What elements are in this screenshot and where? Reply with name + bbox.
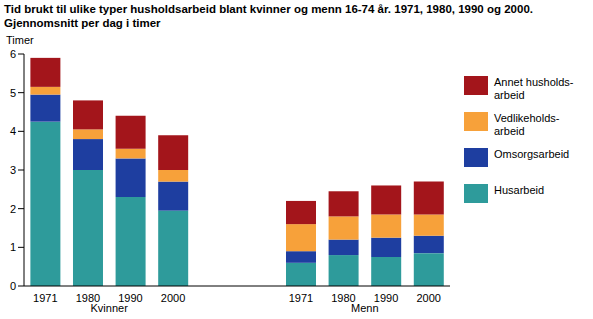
svg-text:1971: 1971: [33, 292, 57, 304]
svg-text:3: 3: [10, 164, 16, 176]
html-text:Timer: Timer: [6, 34, 34, 46]
svg-text:1980: 1980: [75, 291, 101, 304]
svg-text:1990: 1990: [373, 291, 399, 304]
html-text:Menn: Menn: [351, 302, 379, 314]
svg-text:2: 2: [10, 203, 16, 215]
html-text:Kvinner: Kvinner: [90, 302, 128, 314]
svg-text:4: 4: [10, 125, 16, 137]
svg-text:2000: 2000: [416, 292, 440, 304]
html-text:Annet husholds-arbeid: Annet husholds-arbeid: [494, 76, 574, 101]
html-text:Tid brukt til ulike typer hush: Tid brukt til ulike typer husholdsarbeid…: [4, 3, 533, 29]
html-text:Omsorgsarbeid: Omsorgsarbeid: [494, 148, 570, 160]
svg-text:2000: 2000: [161, 292, 185, 304]
html-text:Vedlikeholds-arbeid: Vedlikeholds-arbeid: [494, 112, 560, 137]
svg-text:1971: 1971: [289, 292, 313, 304]
svg-text:1980: 1980: [331, 291, 356, 304]
svg-text:1990: 1990: [118, 291, 143, 304]
svg-text:6: 6: [10, 48, 16, 60]
html-text:Husarbeid: Husarbeid: [494, 184, 545, 196]
svg-text:5: 5: [10, 87, 16, 99]
svg-text:1: 1: [10, 241, 16, 253]
svg-text:0: 0: [10, 280, 16, 292]
